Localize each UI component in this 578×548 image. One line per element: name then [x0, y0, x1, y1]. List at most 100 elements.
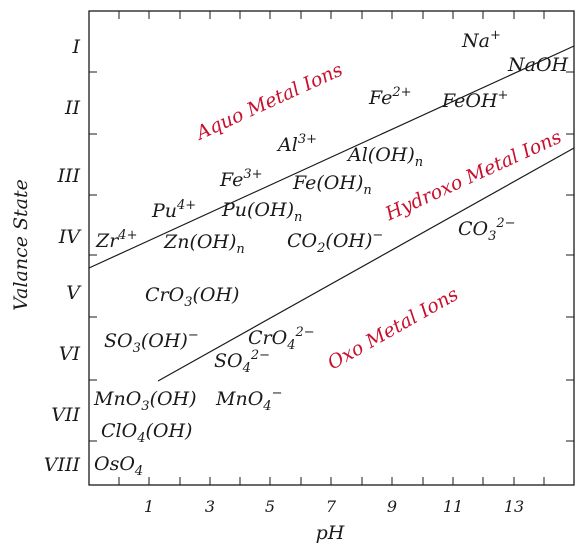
region-hydroxo-label: Hydroxo Metal Ions — [381, 126, 565, 226]
formula-text: Na — [461, 30, 490, 52]
formula-text: Pu — [151, 200, 177, 222]
top-axis-ticks — [118, 11, 545, 19]
x-tick-label: 11 — [443, 497, 463, 516]
formula-text: MnO — [215, 388, 264, 410]
formula-subscript: 4 — [286, 338, 295, 353]
formula-text: Fe — [219, 169, 243, 191]
formula-subscript: 4 — [136, 431, 145, 446]
species-aloh: Al(OH)n — [346, 144, 423, 170]
species-co2oh: CO2(OH)− — [287, 228, 383, 256]
formula-subscript: 3 — [184, 295, 192, 310]
formula-text: ClO — [101, 420, 138, 442]
formula-subscript: 3 — [141, 399, 149, 414]
formula-text: Fe — [368, 87, 392, 109]
y-axis-ticks — [89, 71, 97, 442]
formula-superscript: − — [272, 386, 283, 401]
formula-text: SO — [104, 330, 133, 352]
formula-text: Al — [276, 134, 298, 156]
formula-subscript: n — [294, 210, 302, 225]
formula-text: (OH) — [150, 388, 197, 410]
species-so3oh: SO3(OH)− — [104, 328, 199, 356]
y-tick-label: VIII — [44, 454, 81, 476]
formula-text: (OH) — [145, 420, 192, 442]
species-al3: Al3+ — [276, 132, 317, 156]
formula-subscript: 2 — [316, 241, 325, 256]
formula-superscript: − — [188, 328, 199, 343]
species-znoh: Zn(OH)n — [163, 231, 245, 257]
formula-subscript: 4 — [242, 361, 251, 376]
formula-subscript: 4 — [134, 464, 143, 479]
x-tick-label: 3 — [205, 497, 215, 516]
formula-text: Zn(OH) — [163, 231, 236, 253]
species-co3: CO32− — [458, 216, 516, 244]
formula-superscript: 4+ — [176, 198, 196, 213]
formula-superscript: 2+ — [391, 85, 411, 100]
species-na: Na+ — [461, 28, 501, 52]
x-tick-label: 7 — [326, 497, 337, 516]
formula-superscript: 2− — [294, 325, 314, 340]
region-aquo-label: Aquo Metal Ions — [191, 59, 346, 146]
formula-subscript: n — [236, 242, 244, 257]
y-tick-label: IV — [58, 226, 83, 248]
formula-text: OsO — [94, 453, 135, 475]
y-tick-labels: I II III IV V VI VII VIII — [44, 36, 83, 476]
formula-subscript: 3 — [488, 229, 496, 244]
hydroxo-oxo-boundary — [157, 147, 575, 382]
x-axis-ticks — [118, 477, 545, 485]
formula-superscript: 3+ — [298, 132, 317, 147]
formula-text: CO — [287, 230, 318, 252]
species-puoh: Pu(OH)n — [221, 199, 302, 225]
y-tick-label: III — [56, 165, 80, 187]
species-pu4: Pu4+ — [151, 198, 196, 222]
aquo-hydroxo-boundary — [88, 45, 575, 269]
formula-subscript: n — [363, 183, 371, 198]
formula-superscript: 2− — [495, 216, 515, 231]
formula-superscript: 4+ — [117, 228, 137, 243]
x-tick-labels: 1 3 5 7 9 11 13 — [144, 497, 524, 516]
formula-superscript: 2− — [250, 348, 270, 363]
formula-superscript: + — [498, 88, 509, 103]
species-cro3oh: CrO3(OH) — [145, 284, 239, 310]
y-tick-label: VI — [59, 343, 81, 365]
formula-text: Pu(OH) — [221, 199, 294, 221]
region-oxo-label: Oxo Metal Ions — [324, 283, 463, 374]
species-cro4: CrO42− — [248, 325, 315, 353]
x-tick-label: 5 — [265, 497, 275, 516]
species-feoh: FeOH+ — [441, 88, 508, 112]
formula-superscript: 3+ — [243, 167, 262, 182]
species-naoh: NaOH — [507, 54, 569, 76]
formula-subscript: 3 — [133, 341, 141, 356]
formula-text: Zr — [95, 230, 120, 252]
formula-text: Al(OH) — [346, 144, 415, 166]
formula-text: (OH) — [141, 330, 188, 352]
x-tick-label: 9 — [387, 497, 397, 516]
species-zr4: Zr4+ — [95, 228, 137, 252]
species-oso4: OsO4 — [94, 453, 143, 479]
species-fe2: Fe2+ — [368, 85, 412, 109]
formula-text: (OH) — [192, 284, 239, 306]
species-clo4oh: ClO4(OH) — [101, 420, 192, 446]
species-feoh-n: Fe(OH)n — [292, 172, 372, 198]
y-tick-label: II — [64, 97, 81, 119]
formula-text: Fe(OH) — [292, 172, 363, 194]
y-tick-label: VII — [51, 404, 80, 426]
y-tick-label: I — [71, 36, 80, 58]
species-so4: SO42− — [214, 348, 270, 376]
formula-text: MnO — [93, 388, 142, 410]
species-fe3: Fe3+ — [219, 167, 263, 191]
x-tick-label: 1 — [144, 497, 154, 516]
x-axis-title: pH — [316, 522, 345, 544]
species-mno4: MnO4− — [215, 386, 282, 414]
formula-text: CrO — [248, 327, 288, 349]
x-tick-label: 13 — [504, 497, 524, 516]
y-axis-title: Valance State — [10, 179, 32, 311]
formula-text: CrO — [145, 284, 185, 306]
species-labels: Na+ NaOH FeOH+ Fe2+ Al3+ Al(OH)n Fe3+ Fe… — [93, 28, 569, 479]
formula-text: (OH) — [325, 230, 372, 252]
y-tick-label: V — [66, 282, 82, 304]
formula-text: SO — [214, 350, 243, 372]
right-axis-ticks — [566, 71, 574, 442]
formula-subscript: 4 — [262, 399, 271, 414]
species-mno3oh: MnO3(OH) — [93, 388, 197, 414]
